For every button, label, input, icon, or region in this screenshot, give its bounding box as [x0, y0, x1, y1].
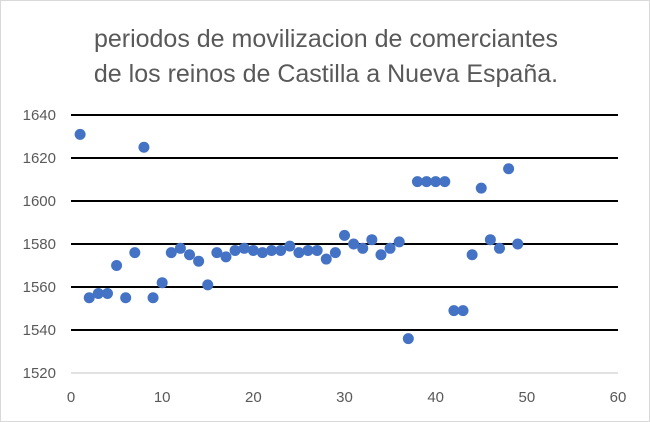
data-point [238, 242, 250, 254]
data-point [211, 247, 223, 259]
data-point [402, 333, 414, 345]
data-point [101, 287, 113, 299]
data-point [165, 247, 177, 259]
data-point [366, 234, 378, 246]
chart-title-line-1: periodos de movilizacion de comerciantes [93, 25, 559, 53]
x-tick-label: 40 [427, 389, 444, 406]
data-point [111, 260, 123, 271]
data-point [393, 236, 405, 248]
data-point [174, 242, 186, 254]
data-point [475, 182, 487, 194]
y-tick-label: 1540 [23, 322, 56, 339]
data-point [129, 247, 141, 259]
data-point [457, 305, 469, 317]
data-point [484, 234, 496, 246]
data-point [229, 244, 241, 256]
data-point [293, 247, 305, 259]
data-point [184, 249, 196, 261]
data-point [320, 253, 332, 265]
data-point [439, 176, 451, 188]
data-point [247, 244, 259, 256]
data-point [266, 244, 278, 256]
data-point [284, 240, 296, 252]
data-point [193, 255, 205, 267]
x-tick-label: 0 [67, 389, 75, 406]
y-tick-label: 1640 [23, 107, 56, 124]
data-point [375, 249, 387, 261]
data-point [430, 176, 442, 188]
data-point [311, 244, 323, 256]
chart-title-line-2: de los reinos de Castilla a Nueva España… [93, 60, 559, 88]
data-point [411, 176, 423, 188]
data-point [275, 244, 287, 256]
data-point [74, 128, 86, 140]
data-point [339, 229, 350, 241]
x-tick-label: 60 [610, 389, 627, 406]
data-point [329, 247, 341, 259]
data-point [512, 238, 524, 250]
data-point [220, 251, 232, 263]
data-point [92, 287, 104, 299]
data-point [156, 277, 168, 289]
data-point [138, 141, 150, 153]
data-point [348, 238, 360, 250]
y-tick-label: 1520 [23, 365, 56, 382]
data-point [448, 305, 460, 317]
data-point [120, 292, 132, 304]
data-point [357, 242, 369, 254]
data-point [83, 292, 95, 304]
data-point [493, 242, 505, 254]
data-point [202, 279, 214, 291]
x-tick-label: 20 [245, 389, 262, 406]
data-point [503, 163, 515, 175]
x-tick-label: 50 [518, 389, 535, 406]
y-tick-label: 1580 [23, 236, 56, 253]
data-point [421, 176, 433, 188]
x-tick-label: 30 [336, 389, 353, 406]
data-point [466, 249, 478, 261]
data-point [147, 292, 159, 304]
y-tick-label: 1560 [23, 279, 56, 296]
data-point [302, 244, 314, 256]
x-tick-label: 10 [154, 389, 171, 406]
data-point [256, 247, 268, 259]
y-tick-label: 1600 [23, 193, 56, 210]
y-tick-label: 1620 [23, 150, 56, 167]
data-point [384, 242, 396, 254]
